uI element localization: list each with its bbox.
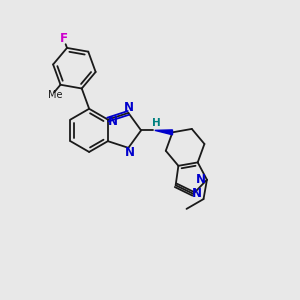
Text: N: N: [192, 188, 202, 200]
Text: Me: Me: [48, 89, 62, 100]
Polygon shape: [155, 130, 172, 135]
Text: H: H: [152, 118, 161, 128]
Text: N: N: [125, 146, 135, 159]
Text: N: N: [196, 173, 206, 186]
Text: N: N: [108, 115, 118, 128]
Text: N: N: [124, 101, 134, 115]
Text: F: F: [60, 32, 68, 45]
